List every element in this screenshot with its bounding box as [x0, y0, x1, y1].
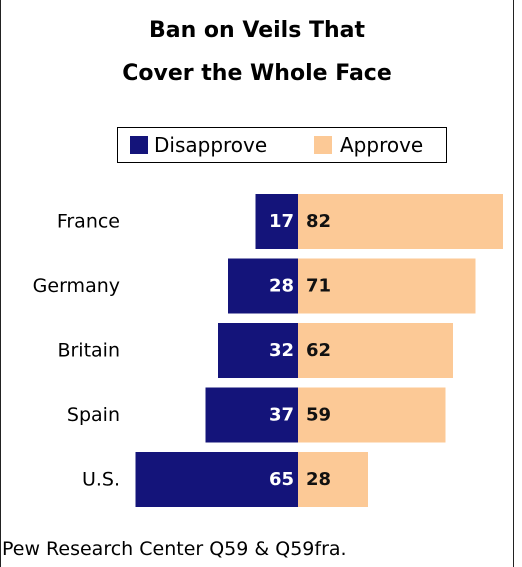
- value-label-disapprove-spain: 37: [269, 405, 294, 426]
- value-label-approve-france: 82: [306, 211, 331, 232]
- legend-label-approve: Approve: [340, 133, 424, 157]
- chart-legend: Disapprove Approve: [117, 127, 447, 163]
- legend-swatch-disapprove: [130, 136, 148, 154]
- value-label-approve-germany: 71: [306, 276, 331, 297]
- bar-approve-spain: [298, 387, 446, 443]
- bar-approve-germany: [298, 258, 476, 314]
- value-label-approve-spain: 59: [306, 405, 331, 426]
- category-label-u-s: U.S.: [82, 469, 120, 491]
- category-label-france: France: [57, 211, 120, 233]
- bar-disapprove-germany: [228, 258, 298, 314]
- category-label-spain: Spain: [67, 404, 120, 426]
- value-label-disapprove-france: 17: [269, 211, 294, 232]
- value-label-disapprove-u-s: 65: [269, 469, 294, 490]
- bar-disapprove-u-s: [135, 452, 298, 507]
- chart-title-line-2: Cover the Whole Face: [122, 61, 392, 86]
- category-label-britain: Britain: [57, 340, 120, 362]
- source-note: Pew Research Center Q59 & Q59fra.: [2, 538, 347, 560]
- value-label-approve-u-s: 28: [306, 469, 331, 490]
- chart-title-line-1: Ban on Veils That: [149, 18, 365, 43]
- bar-disapprove-britain: [218, 323, 298, 378]
- bar-disapprove-spain: [205, 387, 298, 443]
- value-label-approve-britain: 62: [306, 340, 331, 361]
- category-label-germany: Germany: [33, 275, 120, 297]
- value-label-disapprove-britain: 32: [269, 340, 294, 361]
- bar-approve-britain: [298, 323, 453, 378]
- legend-item-approve: Approve: [314, 128, 423, 162]
- bar-approve-france: [298, 194, 503, 249]
- legend-label-disapprove: Disapprove: [154, 133, 268, 157]
- bar-approve-u-s: [298, 452, 368, 507]
- bar-disapprove-france: [255, 194, 298, 249]
- legend-swatch-approve: [314, 136, 332, 154]
- value-label-disapprove-germany: 28: [269, 276, 294, 297]
- legend-item-disapprove: Disapprove: [130, 128, 267, 162]
